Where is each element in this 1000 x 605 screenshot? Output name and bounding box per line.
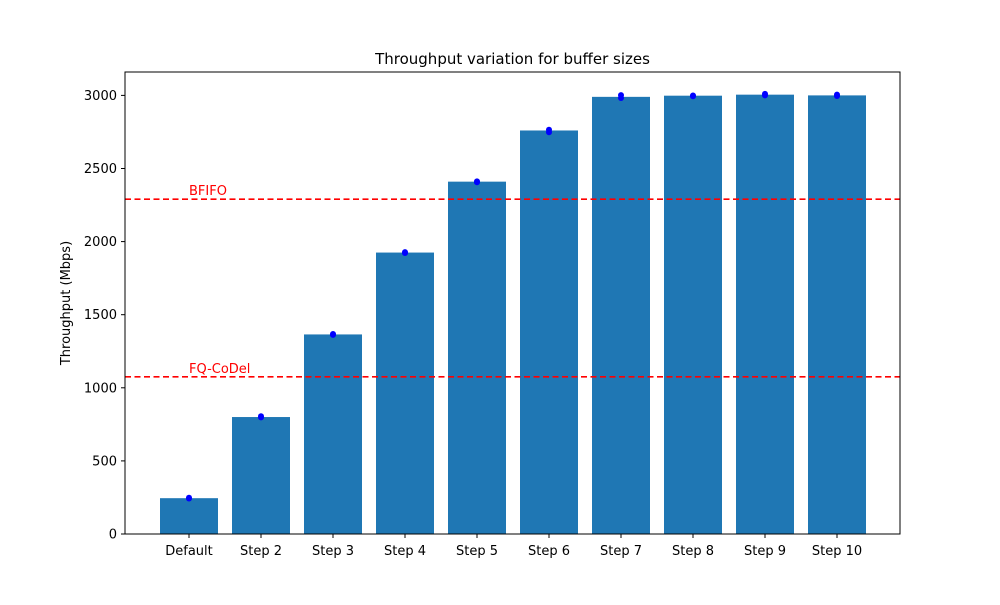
reference-line-label: FQ-CoDel — [189, 362, 250, 377]
x-tick-label: Step 9 — [744, 544, 786, 559]
bar — [304, 334, 362, 534]
y-tick-label: 3000 — [84, 89, 117, 104]
x-tick-label: Step 5 — [456, 544, 498, 559]
x-tick-label: Step 2 — [240, 544, 282, 559]
data-point — [546, 129, 552, 136]
point-series — [186, 90, 840, 502]
bar — [664, 95, 722, 534]
y-tick-label: 1000 — [84, 381, 117, 396]
bar — [808, 95, 866, 535]
x-tick-label: Step 10 — [812, 544, 862, 559]
bar-series — [160, 94, 866, 535]
data-point — [834, 92, 840, 99]
y-tick-label: 2500 — [84, 162, 117, 177]
data-point — [330, 331, 336, 338]
data-point — [402, 249, 408, 256]
x-tick-label: Step 7 — [600, 544, 642, 559]
chart-title: Throughput variation for buffer sizes — [374, 50, 650, 68]
data-point — [618, 95, 624, 102]
y-axis: 0 500 1000 1500 2000 2500 3000 — [84, 89, 125, 543]
bar — [160, 498, 218, 534]
x-tick-label: Step 4 — [384, 544, 426, 559]
reference-lines: BFIFO FQ-CoDel — [125, 184, 900, 378]
bar — [736, 94, 794, 535]
data-point — [186, 495, 192, 502]
data-point — [474, 179, 480, 186]
x-tick-label: Step 3 — [312, 544, 354, 559]
y-tick-label: 0 — [109, 528, 117, 543]
bar — [376, 252, 434, 534]
y-axis-label: Throughput (Mbps) — [59, 241, 74, 366]
y-tick-label: 1500 — [84, 308, 117, 323]
bar — [448, 181, 506, 534]
x-tick-label: Step 6 — [528, 544, 570, 559]
data-point — [690, 93, 696, 100]
y-tick-label: 500 — [92, 454, 117, 469]
x-tick-label: Step 8 — [672, 544, 714, 559]
y-tick-label: 2000 — [84, 235, 117, 250]
bar — [592, 96, 650, 534]
bar — [520, 130, 578, 534]
reference-line-label: BFIFO — [189, 184, 227, 199]
bar — [232, 417, 290, 534]
data-point — [762, 92, 768, 99]
x-axis: Default Step 2 Step 3 Step 4 Step 5 Step 6 Ste… — [165, 534, 862, 559]
x-tick-label: Default — [165, 544, 213, 559]
plot-frame — [124, 71, 901, 535]
data-point — [258, 414, 264, 421]
